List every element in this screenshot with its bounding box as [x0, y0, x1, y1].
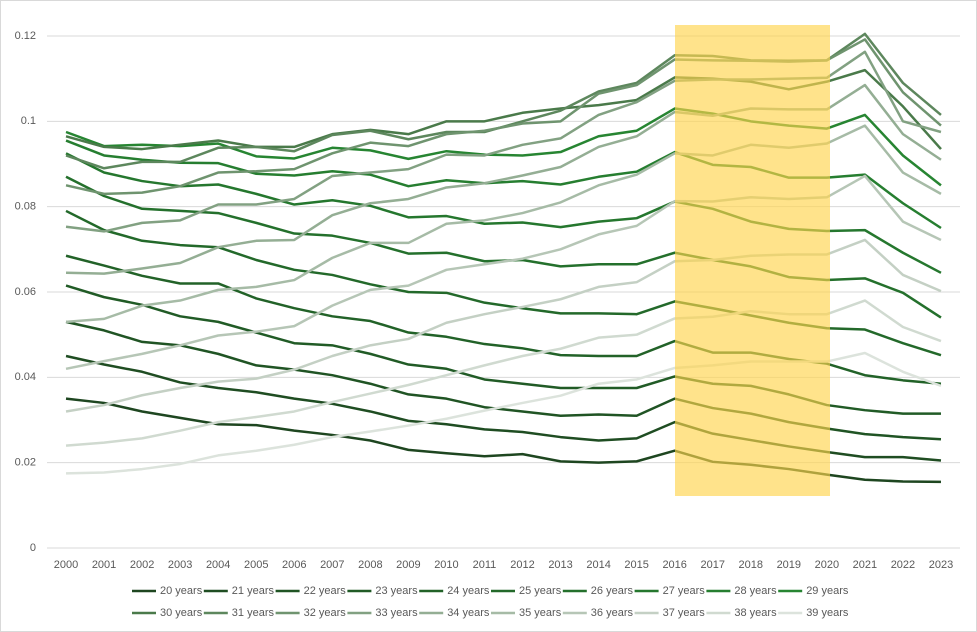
x-tick-label: 2004 — [206, 559, 230, 571]
x-tick-label: 2023 — [929, 559, 953, 571]
x-tick-label: 2021 — [853, 559, 877, 571]
legend-label: 23 years — [375, 585, 418, 597]
x-tick-label: 2015 — [624, 559, 648, 571]
legend-label: 34 years — [447, 607, 490, 619]
legend-label: 32 years — [304, 607, 347, 619]
x-tick-label: 2009 — [396, 559, 420, 571]
y-tick-label: 0.04 — [15, 371, 36, 383]
highlight-band — [675, 25, 830, 496]
x-tick-label: 2001 — [92, 559, 116, 571]
x-tick-label: 2006 — [282, 559, 306, 571]
legend-label: 35 years — [519, 607, 562, 619]
x-tick-label: 2002 — [130, 559, 154, 571]
legend-label: 22 years — [304, 585, 347, 597]
legend-label: 39 years — [806, 607, 849, 619]
x-tick-label: 2011 — [473, 559, 497, 571]
y-tick-label: 0.02 — [15, 457, 36, 469]
legend-label: 21 years — [232, 585, 275, 597]
legend-label: 25 years — [519, 585, 562, 597]
legend-label: 31 years — [232, 607, 275, 619]
legend-label: 33 years — [375, 607, 418, 619]
y-tick-label: 0.06 — [15, 286, 36, 298]
x-tick-label: 2007 — [320, 559, 344, 571]
x-tick-label: 2016 — [662, 559, 686, 571]
x-tick-label: 2013 — [548, 559, 572, 571]
x-tick-label: 2018 — [739, 559, 763, 571]
y-tick-label: 0.1 — [21, 115, 36, 127]
y-tick-label: 0.12 — [15, 30, 36, 42]
x-tick-label: 2020 — [815, 559, 839, 571]
legend-label: 24 years — [447, 585, 490, 597]
x-tick-label: 2017 — [700, 559, 724, 571]
x-tick-label: 2014 — [586, 559, 610, 571]
y-tick-label: 0 — [30, 542, 36, 554]
legend-label: 27 years — [663, 585, 706, 597]
grid — [47, 35, 960, 549]
legend-label: 38 years — [734, 607, 777, 619]
legend-label: 20 years — [160, 585, 203, 597]
legend-label: 26 years — [591, 585, 634, 597]
labels: 0 0.02 0.04 0.06 0.08 0.1 0.12 2000 2001 2002 2003… — [15, 30, 954, 619]
x-tick-label: 2003 — [168, 559, 192, 571]
x-tick-label: 2019 — [777, 559, 801, 571]
legend-label: 28 years — [734, 585, 777, 597]
x-tick-label: 2000 — [54, 559, 78, 571]
legend-label: 37 years — [663, 607, 706, 619]
legend-label: 29 years — [806, 585, 849, 597]
x-tick-label: 2005 — [244, 559, 268, 571]
legend-label: 36 years — [591, 607, 634, 619]
x-tick-label: 2022 — [891, 559, 915, 571]
x-tick-label: 2012 — [510, 559, 534, 571]
x-tick-label: 2008 — [358, 559, 382, 571]
x-tick-label: 2010 — [434, 559, 458, 571]
y-tick-label: 0.08 — [15, 201, 36, 213]
legend-label: 30 years — [160, 607, 203, 619]
